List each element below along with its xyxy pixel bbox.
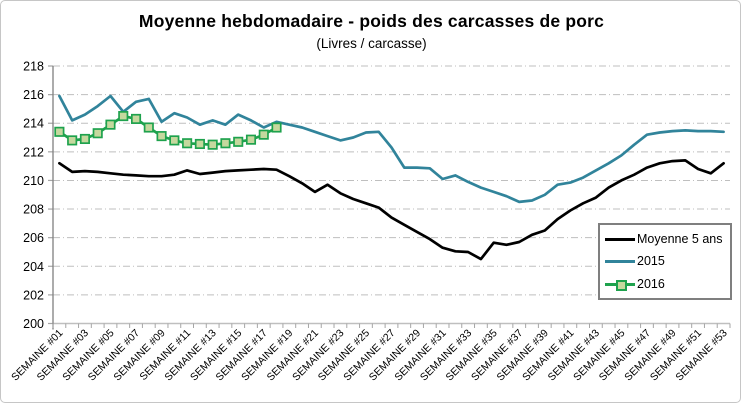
y-axis-label: 206 [23,231,44,245]
legend-marker-2016 [616,279,627,291]
data-point-marker-2016 [194,138,205,150]
data-point-marker-2016 [105,119,116,130]
data-point-marker-2016 [245,134,257,145]
legend-swatch-2015 [605,255,635,267]
legend: Moyenne 5 ans 2015 2016 [598,223,732,300]
data-point-marker-2016 [207,139,218,150]
legend-item-2016: 2016 [605,276,728,292]
y-axis-label: 200 [23,317,44,331]
data-point-marker-2016 [156,131,167,142]
y-axis-label: 218 [23,60,44,74]
data-point-marker-2016 [233,136,244,147]
y-axis-label: 204 [23,260,44,274]
data-point-marker-2016 [79,133,90,145]
legend-swatch-2016 [605,278,635,291]
legend-swatch-moyenne-5-ans [605,233,635,245]
data-point-marker-2016 [143,122,154,133]
legend-item-moyenne-5-ans: Moyenne 5 ans [605,231,728,247]
data-point-marker-2016 [271,122,282,133]
data-point-marker-2016 [182,138,193,149]
legend-item-2015: 2015 [605,253,728,269]
legend-line-moyenne-5-ans [605,238,635,242]
chart-subtitle: (Livres / carcasse) [316,36,427,51]
legend-label-moyenne-5-ans: Moyenne 5 ans [637,232,723,247]
data-point-marker-2016 [130,113,142,124]
series-line-2015 [58,94,725,204]
data-point-marker-2016 [169,135,180,146]
legend-line-2015 [605,260,635,264]
data-point-marker-2016 [258,129,269,140]
chart-title: Moyenne hebdomadaire - poids des carcass… [138,11,605,31]
y-axis-label: 214 [23,117,44,131]
series-line-moyenne-5-ans [58,159,725,261]
y-axis-label: 202 [23,288,44,302]
data-point-marker-2016 [118,111,129,122]
y-axis-label: 210 [23,174,44,188]
data-point-marker-2016 [220,138,231,149]
data-point-marker-2016 [67,135,78,146]
legend-label-2016: 2016 [637,276,665,291]
y-axis-label: 208 [23,203,44,217]
y-axis-label: 212 [23,145,44,159]
data-point-marker-2016 [92,128,103,139]
y-axis-label: 216 [23,88,44,102]
series-line-2016 [58,114,278,147]
legend-label-2015: 2015 [637,254,665,269]
data-point-marker-2016 [54,126,65,137]
